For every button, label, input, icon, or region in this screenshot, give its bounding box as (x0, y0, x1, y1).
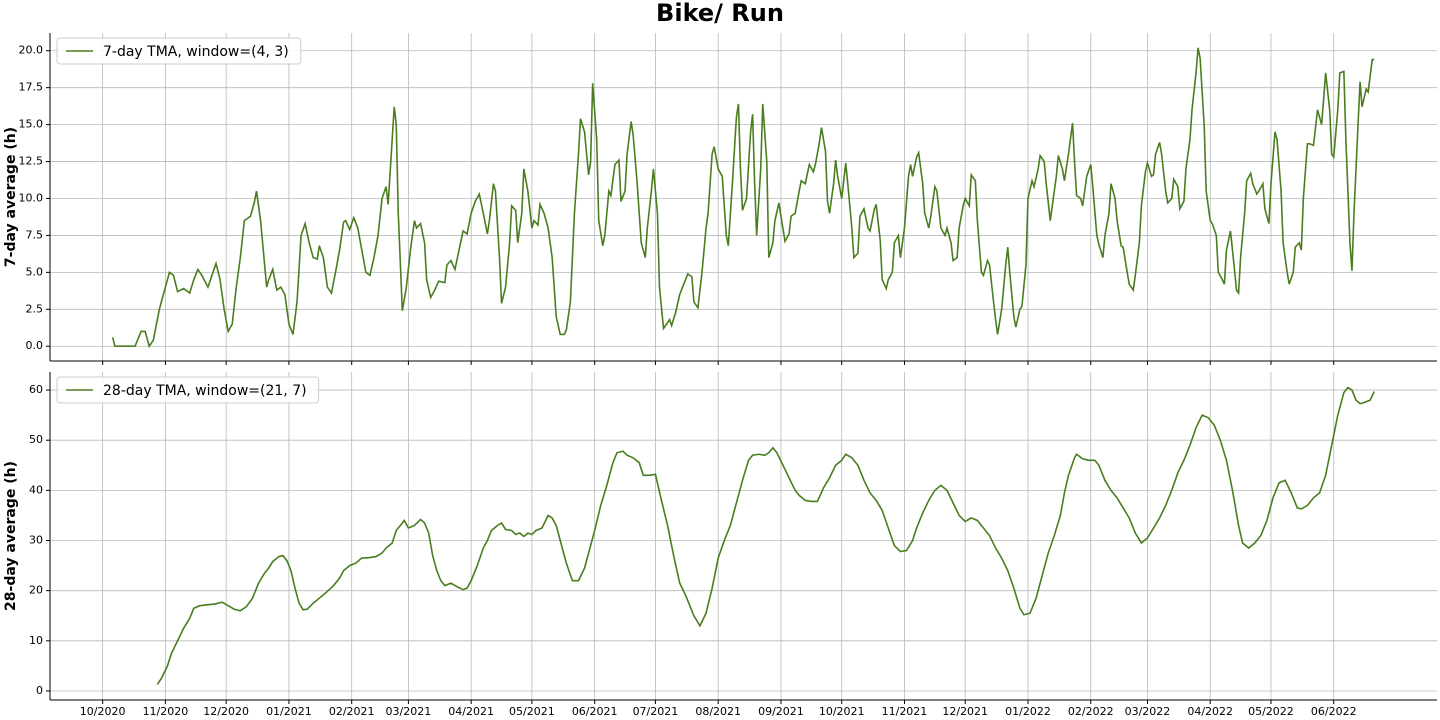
y-tick-label: 7.5 (26, 228, 44, 241)
chart-title: Bike/ Run (656, 0, 784, 27)
y-tick-label: 60 (29, 383, 43, 396)
x-tick-label: 03/2022 (1125, 705, 1171, 718)
x-tick-label: 12/2021 (942, 705, 988, 718)
x-tick-label: 07/2021 (633, 705, 679, 718)
y-tick-label: 2.5 (26, 302, 44, 315)
x-tick-label: 02/2021 (329, 705, 375, 718)
y-tick-label: 10 (29, 634, 43, 647)
y-tick-label: 20 (29, 584, 43, 597)
x-tick-label: 05/2021 (509, 705, 555, 718)
x-tick-label: 06/2022 (1311, 705, 1357, 718)
y-axis-label: 7-day average (h) (3, 127, 19, 267)
axes: 0.0 2.5 5.0 7.5 10.0 12.5 15.0 17.5 20.0 (19, 33, 1437, 365)
legend-label: 7-day TMA, window=(4, 3) (103, 44, 289, 60)
x-tick-label: 11/2021 (882, 705, 928, 718)
x-tick-label: 10/2020 (80, 705, 126, 718)
legend: 28-day TMA, window=(21, 7) (56, 376, 320, 404)
data-line (156, 386, 1375, 685)
x-tick-label: 08/2021 (695, 705, 741, 718)
x-tick-label: 02/2022 (1068, 705, 1114, 718)
x-tick-label: 04/2021 (448, 705, 494, 718)
y-tick-label: 17.5 (19, 81, 44, 94)
y-tick-label: 5.0 (26, 265, 44, 278)
legend-box (56, 37, 302, 65)
axes: 0 10 20 30 40 50 60 10/2020 11/2020 12/2020 01/202… (29, 372, 1437, 718)
x-tick-label: 11/2020 (143, 705, 189, 718)
y-tick-label: 12.5 (19, 155, 44, 168)
x-tick-label: 05/2022 (1248, 705, 1294, 718)
legend-label: 28-day TMA, window=(21, 7) (103, 383, 307, 399)
x-tick-label: 01/2022 (1005, 705, 1051, 718)
legend-box (56, 376, 320, 404)
x-tick-label: 04/2022 (1187, 705, 1233, 718)
y-axis-label: 28-day average (h) (3, 461, 19, 611)
y-tick-label: 0 (36, 684, 43, 697)
y-tick-label: 0.0 (26, 339, 44, 352)
y-tick-label: 15.0 (19, 118, 44, 131)
legend: 7-day TMA, window=(4, 3) (56, 37, 302, 65)
data-line (111, 47, 1375, 349)
x-tick-label: 06/2021 (572, 705, 618, 718)
y-tick-label: 40 (29, 483, 43, 496)
x-tick-label: 03/2021 (386, 705, 432, 718)
y-tick-label: 20.0 (19, 44, 44, 57)
x-tick-label: 12/2020 (203, 705, 249, 718)
y-tick-label: 50 (29, 433, 43, 446)
x-tick-label: 09/2021 (758, 705, 804, 718)
y-tick-label: 30 (29, 534, 43, 547)
x-tick-label: 01/2021 (266, 705, 312, 718)
x-tick-label: 10/2021 (819, 705, 865, 718)
y-tick-label: 10.0 (19, 191, 44, 204)
